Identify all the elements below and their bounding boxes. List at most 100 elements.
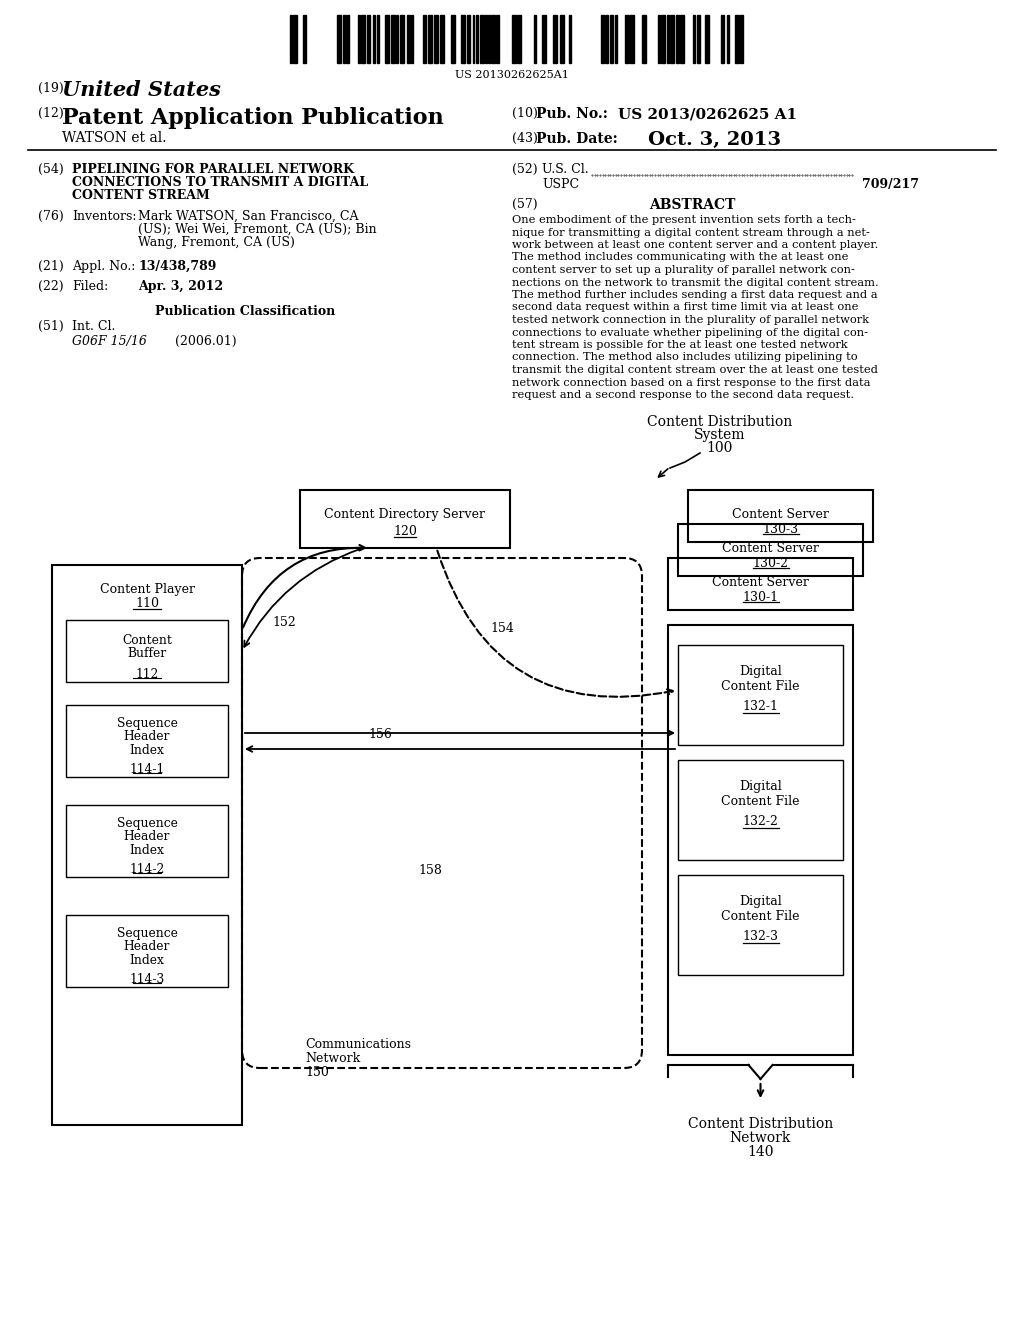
Bar: [705, 15, 709, 63]
Text: 110: 110: [135, 597, 159, 610]
Text: G06F 15/16: G06F 15/16: [72, 335, 146, 348]
Text: Content Server: Content Server: [732, 508, 829, 521]
Text: 114-2: 114-2: [129, 863, 165, 876]
Bar: [630, 15, 634, 63]
Text: Header: Header: [124, 940, 170, 953]
Text: second data request within a first time limit via at least one: second data request within a first time …: [512, 302, 858, 313]
Text: 150: 150: [305, 1067, 329, 1078]
Text: Content File: Content File: [721, 795, 800, 808]
Text: request and a second response to the second data request.: request and a second response to the sec…: [512, 389, 854, 400]
Text: US 2013/0262625 A1: US 2013/0262625 A1: [618, 107, 797, 121]
Text: (43): (43): [512, 132, 538, 145]
Text: content server to set up a plurality of parallel network con-: content server to set up a plurality of …: [512, 265, 855, 275]
Text: 13/438,789: 13/438,789: [138, 260, 216, 273]
Text: U.S. Cl.: U.S. Cl.: [542, 162, 589, 176]
Text: 709/217: 709/217: [862, 178, 919, 191]
Text: 112: 112: [135, 668, 159, 681]
Bar: [343, 15, 345, 63]
Text: Appl. No.:: Appl. No.:: [72, 260, 135, 273]
Text: 130-1: 130-1: [742, 591, 778, 605]
Text: Digital: Digital: [739, 895, 782, 908]
Bar: [492, 15, 495, 63]
Bar: [569, 15, 571, 63]
Text: 156: 156: [368, 729, 392, 742]
Text: Content: Content: [122, 634, 172, 647]
Bar: [615, 15, 617, 63]
Bar: [396, 15, 398, 63]
Text: (US); Wei Wei, Fremont, CA (US); Bin: (US); Wei Wei, Fremont, CA (US); Bin: [138, 223, 377, 236]
Text: tested network connection in the plurality of parallel network: tested network connection in the plurali…: [512, 315, 869, 325]
Text: USPC: USPC: [542, 178, 580, 191]
Text: Sequence: Sequence: [117, 718, 177, 730]
Bar: [66, 620, 228, 682]
Bar: [740, 15, 742, 63]
Bar: [496, 15, 499, 63]
Bar: [625, 15, 629, 63]
Bar: [553, 15, 557, 63]
Bar: [722, 15, 724, 63]
Bar: [66, 915, 228, 987]
Text: (2006.01): (2006.01): [175, 335, 237, 348]
Text: The method further includes sending a first data request and a: The method further includes sending a fi…: [512, 290, 878, 300]
Text: 154: 154: [490, 622, 514, 635]
Text: Digital: Digital: [739, 780, 782, 793]
Text: Sequence: Sequence: [117, 928, 177, 940]
Text: network connection based on a first response to the first data: network connection based on a first resp…: [512, 378, 870, 388]
Text: 132-3: 132-3: [742, 931, 778, 942]
Bar: [361, 15, 365, 63]
Text: Oct. 3, 2013: Oct. 3, 2013: [648, 131, 781, 149]
Bar: [512, 15, 516, 63]
Bar: [373, 15, 375, 63]
Bar: [407, 15, 410, 63]
Text: (54): (54): [38, 162, 63, 176]
Text: (57): (57): [512, 198, 538, 211]
Bar: [517, 15, 521, 63]
Bar: [535, 15, 536, 63]
Bar: [662, 15, 665, 63]
Bar: [676, 15, 679, 63]
Text: Content Server: Content Server: [712, 576, 809, 589]
Text: Content Distribution: Content Distribution: [647, 414, 793, 429]
Bar: [423, 15, 426, 63]
Text: Header: Header: [124, 730, 170, 743]
Bar: [667, 15, 670, 63]
Text: (76): (76): [38, 210, 63, 223]
Text: Filed:: Filed:: [72, 280, 109, 293]
Bar: [484, 15, 486, 63]
Text: 130-3: 130-3: [763, 523, 799, 536]
Text: WATSON et al.: WATSON et al.: [62, 131, 167, 145]
Text: Publication Classification: Publication Classification: [155, 305, 335, 318]
Text: Mark WATSON, San Francisco, CA: Mark WATSON, San Francisco, CA: [138, 210, 358, 223]
Text: (12): (12): [38, 107, 63, 120]
Bar: [52, 565, 242, 1125]
Text: 132-1: 132-1: [742, 700, 778, 713]
Bar: [467, 15, 470, 63]
Bar: [294, 15, 297, 63]
Text: 114-1: 114-1: [129, 763, 165, 776]
Text: Network: Network: [730, 1131, 792, 1144]
Text: Patent Application Publication: Patent Application Publication: [62, 107, 443, 129]
Text: Content File: Content File: [721, 909, 800, 923]
Bar: [428, 15, 432, 63]
Text: Inventors:: Inventors:: [72, 210, 136, 223]
Text: The method includes communicating with the at least one: The method includes communicating with t…: [512, 252, 848, 263]
Bar: [487, 15, 490, 63]
Text: 100: 100: [707, 441, 733, 455]
Bar: [461, 15, 465, 63]
Text: 158: 158: [418, 863, 442, 876]
Text: tent stream is possible for the at least one tested network: tent stream is possible for the at least…: [512, 341, 848, 350]
Bar: [693, 15, 695, 63]
Bar: [609, 15, 613, 63]
Bar: [300, 490, 510, 548]
Text: nections on the network to transmit the digital content stream.: nections on the network to transmit the …: [512, 277, 879, 288]
Text: Int. Cl.: Int. Cl.: [72, 319, 116, 333]
Bar: [411, 15, 413, 63]
Text: transmit the digital content stream over the at least one tested: transmit the digital content stream over…: [512, 366, 878, 375]
Bar: [440, 15, 444, 63]
Text: Content Player: Content Player: [99, 583, 195, 597]
Text: 152: 152: [272, 615, 296, 628]
Text: Content Distribution: Content Distribution: [688, 1117, 834, 1131]
Text: (51): (51): [38, 319, 63, 333]
Bar: [678, 875, 843, 975]
Bar: [727, 15, 729, 63]
